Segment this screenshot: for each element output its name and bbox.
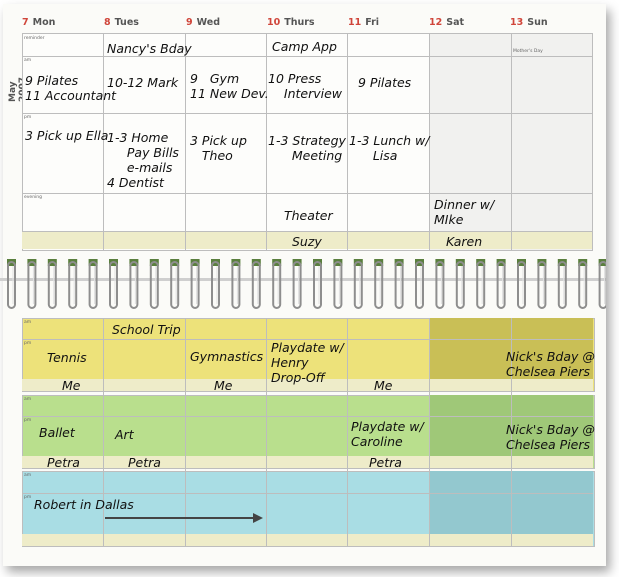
spiral-coil [231,259,241,309]
spiral-coil [517,259,526,309]
spiral-coil [129,259,139,309]
top-footer-row [22,231,592,249]
yellow-wed-pm[interactable]: Gymnastics [190,349,264,364]
spiral-coil [435,259,445,309]
yellow-thu-pm[interactable]: Playdate w/ Henry Drop-Off [271,340,344,385]
spiral-coil [190,259,200,309]
blue-footer [22,534,593,546]
entry-tue-am[interactable]: 10-12 Mark [107,75,179,90]
evening-label: evening [24,195,43,200]
yellow-mon-pm[interactable]: Tennis [47,350,87,365]
spiral-coil [109,259,118,309]
spiral-coil [170,259,180,309]
spiral-coil [47,259,57,309]
blue-mon-pm[interactable]: Robert in Dallas [34,497,134,512]
entry-sat-evening[interactable]: Dinner w/ MIke [434,197,495,227]
green-fri-foot[interactable]: Petra [369,455,402,470]
entry-tue-pm[interactable]: 1-3 Home Pay Bills e-mails 4 Dentist [107,130,179,190]
green-mon-pm[interactable]: Ballet [39,425,75,440]
yellow-mon-foot[interactable]: Me [62,378,81,393]
spiral-coil [272,259,282,309]
spiral-coil [557,259,567,309]
spiral-coil [455,259,465,309]
day-header-fri: 11 Fri [348,17,380,28]
green-tue-foot[interactable]: Petra [128,455,161,470]
entry-sat-footer[interactable]: Karen [446,234,483,249]
entry-tue-reminder[interactable]: Nancy's Bday [107,41,192,56]
spiral-coil [292,259,302,309]
pm-label: pm [24,115,32,120]
spiral-coil [149,259,159,309]
spiral-coil [27,259,37,309]
green-am-label: am [24,397,32,402]
yellow-wed-foot[interactable]: Me [214,378,233,393]
green-pm-label: pm [24,418,32,423]
green-tue-pm[interactable]: Art [115,427,134,442]
entry-wed-pm[interactable]: 3 Pick up Theo [190,133,247,163]
entry-thu-footer[interactable]: Suzy [292,234,322,249]
spiral-coil [394,259,404,309]
spiral-coil [333,259,343,309]
spiral-coil [578,259,588,309]
entry-thu-evening[interactable]: Theater [284,208,333,223]
entry-thu-pm[interactable]: 1-3 Strategy Meeting [268,133,346,163]
green-footer [22,456,593,468]
spiral-coil [353,259,363,309]
spiral-coil [7,259,16,309]
entry-wed-am[interactable]: 9 Gym 11 New Dev. [190,71,269,101]
yellow-am-label: am [24,320,32,325]
day-header-sun: 13 Sun [510,17,548,28]
am-label: am [24,58,32,63]
entry-thu-am[interactable]: 10 Press Interview [268,71,343,101]
spiral-coil [496,259,506,309]
spiral-coil [211,259,220,309]
entry-fri-am[interactable]: 9 Pilates [358,75,412,90]
spiral-coils [7,259,606,309]
entry-fri-pm[interactable]: 1-3 Lunch w/ Lisa [349,133,430,163]
green-mon-foot[interactable]: Petra [47,455,80,470]
spiral-coil [415,259,424,309]
spiral-coil [68,259,78,309]
blue-am-label: am [24,473,32,478]
spiral-coil [313,259,322,309]
yellow-footer [22,379,593,391]
yellow-tue-am[interactable]: School Trip [112,322,181,337]
day-header-mon: 7 Mon [22,17,56,28]
reminder-label: reminder [24,36,45,41]
yellow-sun-pm[interactable]: Nick's Bday @ Chelsea Piers [506,349,595,379]
spiral-coil [476,259,486,309]
top-weekday-grid [22,33,432,251]
yellow-fri-foot[interactable]: Me [374,378,393,393]
spiral-coil [598,259,606,309]
entry-thu-reminder[interactable]: Camp App [272,39,337,54]
spiral-coil [374,259,384,309]
green-sun-pm[interactable]: Nick's Bday @ Chelsea Piers [506,422,595,452]
day-header-tue: 8 Tues [104,17,139,28]
blue-pm-label: pm [24,495,32,500]
green-fri-pm[interactable]: Playdate w/ Caroline [351,419,424,449]
day-header-sat: 12 Sat [429,17,465,28]
day-header-thu: 10 Thurs [267,17,315,28]
spiral-coil [251,259,261,309]
entry-mon-am[interactable]: 9 Pilates 11 Accountant [25,73,117,103]
span-arrow-icon [105,513,263,523]
holiday-label: Mother's Day [513,49,543,54]
yellow-pm-label: pm [24,341,32,346]
entry-mon-pm[interactable]: 3 Pick up Ella [25,128,109,143]
spiral-coil [88,259,98,309]
spiral-coil [537,259,547,309]
day-header-wed: 9 Wed [186,17,221,28]
spiral-binding [0,250,606,316]
